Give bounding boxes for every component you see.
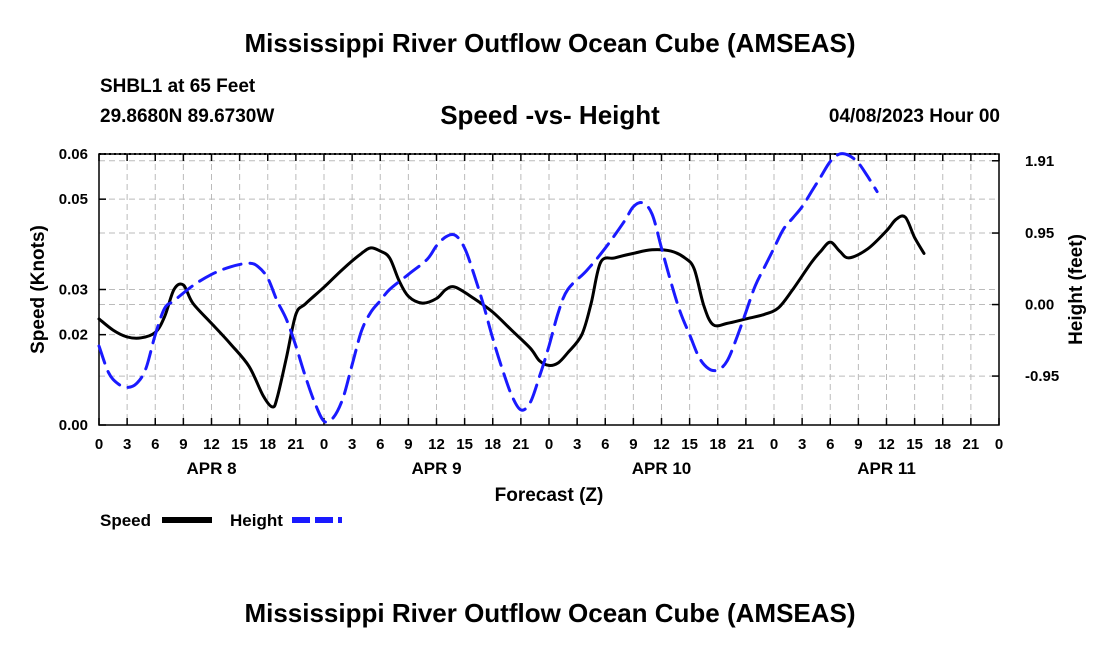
x-tick-label: 0 bbox=[545, 436, 553, 453]
x-tick-label: 12 bbox=[878, 436, 895, 453]
x-tick-label: 18 bbox=[484, 436, 501, 453]
y2-tick-label: 0.95 bbox=[1025, 225, 1054, 242]
y-tick-label: 0.03 bbox=[59, 282, 88, 299]
x-tick-label: 0 bbox=[995, 436, 1003, 453]
chart-subtitle: Speed -vs- Height bbox=[440, 100, 660, 130]
x-tick-label: 15 bbox=[231, 436, 248, 453]
x-tick-label: 18 bbox=[934, 436, 951, 453]
x-tick-label: 6 bbox=[151, 436, 159, 453]
x-tick-label: 21 bbox=[288, 436, 305, 453]
y2-tick-label: 1.91 bbox=[1025, 153, 1054, 170]
x-tick-label: 0 bbox=[770, 436, 778, 453]
x-tick-label: 18 bbox=[259, 436, 276, 453]
x-tick-label: 15 bbox=[906, 436, 923, 453]
x-tick-label: 15 bbox=[456, 436, 473, 453]
y-tick-label: 0.00 bbox=[59, 417, 88, 434]
y-tick-label: 0.05 bbox=[59, 191, 88, 208]
x-tick-label: 12 bbox=[203, 436, 220, 453]
series-height-line bbox=[97, 152, 879, 424]
coords-label: 29.8680N 89.6730W bbox=[100, 106, 275, 127]
footer-title: Mississippi River Outflow Ocean Cube (AM… bbox=[244, 598, 856, 628]
day-label: APR 8 bbox=[186, 459, 236, 478]
chart-title: Mississippi River Outflow Ocean Cube (AM… bbox=[244, 28, 856, 58]
x-tick-label: 12 bbox=[653, 436, 670, 453]
x-tick-label: 9 bbox=[404, 436, 412, 453]
x-tick-label: 12 bbox=[428, 436, 445, 453]
x-tick-label: 0 bbox=[95, 436, 103, 453]
x-tick-label: 6 bbox=[376, 436, 384, 453]
y-axis-label: Speed (Knots) bbox=[28, 225, 49, 354]
x-tick-label: 18 bbox=[709, 436, 726, 453]
x-tick-label: 9 bbox=[854, 436, 862, 453]
station-label: SHBL1 at 65 Feet bbox=[100, 76, 256, 97]
y-tick-label: 0.06 bbox=[59, 146, 88, 163]
day-label: APR 11 bbox=[857, 459, 916, 478]
x-tick-label: 6 bbox=[826, 436, 834, 453]
x-tick-label: 3 bbox=[123, 436, 131, 453]
x-tick-label: 21 bbox=[738, 436, 755, 453]
x-tick-label: 3 bbox=[573, 436, 581, 453]
y2-axis-label: Height (feet) bbox=[1066, 234, 1087, 345]
datetime-label: 04/08/2023 Hour 00 bbox=[828, 106, 1000, 127]
x-tick-label: 9 bbox=[179, 436, 187, 453]
x-tick-label: 3 bbox=[348, 436, 356, 453]
legend-label: Speed bbox=[100, 511, 151, 530]
x-tick-label: 3 bbox=[798, 436, 806, 453]
y-tick-label: 0.02 bbox=[59, 327, 88, 344]
legend-label: Height bbox=[230, 511, 283, 530]
x-tick-label: 0 bbox=[320, 436, 328, 453]
y2-tick-label: -0.95 bbox=[1025, 368, 1059, 385]
series-speed-line bbox=[97, 214, 926, 409]
x-tick-label: 15 bbox=[681, 436, 698, 453]
x-axis-label: Forecast (Z) bbox=[495, 485, 604, 506]
x-tick-label: 9 bbox=[629, 436, 637, 453]
day-label: APR 10 bbox=[632, 459, 692, 478]
x-tick-label: 21 bbox=[963, 436, 980, 453]
x-tick-label: 6 bbox=[601, 436, 609, 453]
day-label: APR 9 bbox=[411, 459, 461, 478]
y2-tick-label: 0.00 bbox=[1025, 297, 1054, 314]
x-tick-label: 21 bbox=[513, 436, 530, 453]
